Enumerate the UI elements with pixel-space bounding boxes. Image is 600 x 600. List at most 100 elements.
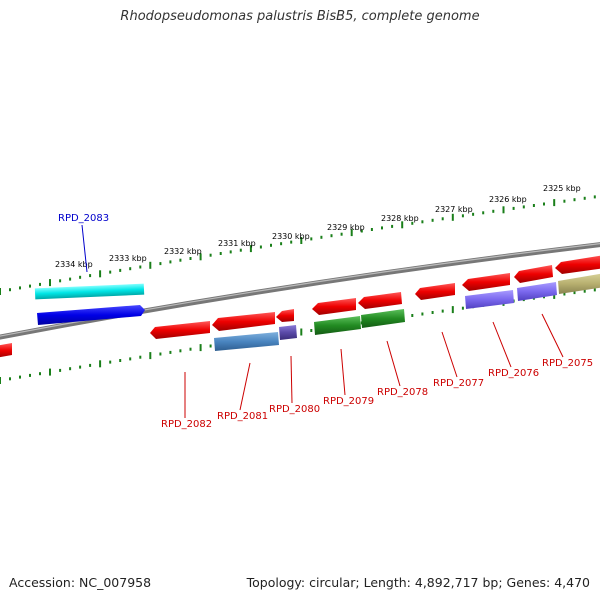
ruler-minor-tick	[119, 268, 122, 272]
gene-block-steelblue[interactable]	[214, 332, 279, 351]
ruler-minor-tick	[169, 260, 172, 264]
ruler-minor-tick	[39, 372, 41, 376]
gene-rpd-2077-arrow[interactable]	[415, 283, 455, 300]
leader-rpd-2076	[492, 321, 512, 368]
gene-rpd-2075-arrow-b[interactable]	[555, 255, 600, 274]
gene-block-green-b[interactable]	[361, 309, 405, 328]
ruler-minor-tick	[59, 279, 62, 283]
gene-label-rpd-2083[interactable]: RPD_2083	[58, 213, 109, 224]
ruler-label-2331: 2331 kbp	[218, 239, 256, 248]
ruler-minor-tick	[29, 373, 31, 377]
gene-label-rpd-2080[interactable]: RPD_2080	[269, 404, 320, 415]
ruler-major-tick	[451, 306, 454, 314]
ruler-minor-tick	[421, 220, 424, 224]
ruler-minor-tick	[563, 292, 566, 296]
gene-block-lavender-b[interactable]	[517, 282, 557, 301]
gene-label-rpd-2076[interactable]: RPD_2076	[488, 368, 539, 379]
ruler-minor-tick	[421, 312, 424, 316]
leader-rpd-2075	[541, 313, 564, 358]
ruler-minor-tick	[209, 253, 212, 257]
leader-rpd-2079	[340, 348, 346, 396]
ruler-minor-tick	[441, 217, 444, 221]
gene-rpd-2081-arrow[interactable]	[212, 312, 275, 331]
ruler-minor-tick	[280, 242, 283, 246]
ruler-minor-tick	[119, 359, 122, 362]
gene-left-edge-arrow[interactable]	[0, 343, 12, 358]
gene-label-rpd-2079[interactable]: RPD_2079	[323, 396, 374, 407]
ruler-minor-tick	[79, 365, 82, 369]
ruler-minor-tick	[441, 309, 444, 313]
ruler-minor-tick	[411, 314, 414, 317]
gene-block-green-a[interactable]	[314, 316, 361, 335]
ruler-major-tick	[553, 199, 556, 207]
ruler-minor-tick	[431, 218, 434, 222]
ruler-minor-tick	[391, 224, 394, 228]
ruler-minor-tick	[179, 349, 182, 353]
ruler-minor-tick	[411, 221, 414, 225]
ruler-minor-tick	[79, 275, 82, 279]
ruler-major-tick	[49, 279, 51, 287]
gene-rpd-2082-arrow[interactable]	[150, 321, 210, 339]
ruler-minor-tick	[381, 226, 383, 230]
ruler-major-tick	[502, 206, 505, 214]
ruler-minor-tick	[370, 228, 373, 231]
ruler-major-tick	[49, 368, 51, 376]
ruler-minor-tick	[89, 363, 92, 367]
ruler-minor-tick	[139, 265, 142, 269]
gene-rpd-2076-arrow[interactable]	[462, 273, 510, 291]
gene-rpd-2078-arrow[interactable]	[358, 292, 402, 309]
ruler-minor-tick	[310, 329, 313, 332]
ruler-minor-tick	[69, 277, 72, 281]
ruler-label-2326: 2326 kbp	[489, 195, 527, 204]
gene-rpd-2080-arrow[interactable]	[276, 309, 294, 322]
ruler-minor-tick	[189, 257, 192, 260]
ruler-minor-tick	[593, 288, 596, 292]
ruler-minor-tick	[109, 270, 112, 274]
ruler-major-tick	[0, 288, 1, 295]
outer-ruler	[0, 195, 596, 295]
gene-label-rpd-2082[interactable]: RPD_2082	[161, 419, 212, 430]
ruler-minor-tick	[209, 344, 212, 348]
ruler-minor-tick	[492, 209, 495, 213]
gene-label-rpd-2077[interactable]: RPD_2077	[433, 378, 484, 389]
gene-block-lavender-a[interactable]	[465, 290, 514, 309]
gene-rpd-2083-arrow[interactable]	[37, 305, 145, 325]
ruler-minor-tick	[543, 202, 545, 206]
ruler-major-tick	[401, 221, 404, 229]
ruler-minor-tick	[512, 206, 515, 210]
gene-label-rpd-2081[interactable]: RPD_2081	[217, 411, 268, 422]
ruler-label-2333: 2333 kbp	[109, 254, 147, 263]
ruler-major-tick	[199, 253, 202, 261]
leader-rpd-2080	[290, 355, 293, 404]
ruler-minor-tick	[19, 375, 21, 379]
ruler-minor-tick	[593, 195, 596, 199]
ruler-label-2327: 2327 kbp	[435, 205, 473, 214]
ruler-minor-tick	[39, 282, 41, 286]
ruler-minor-tick	[532, 204, 535, 207]
ruler-minor-tick	[179, 258, 182, 262]
gene-rpd-2083-cyan[interactable]	[34, 283, 145, 300]
gene-rpd-2075-arrow-a[interactable]	[514, 265, 553, 283]
ruler-minor-tick	[472, 212, 475, 216]
ruler-minor-tick	[330, 234, 333, 238]
gene-label-rpd-2075[interactable]: RPD_2075	[542, 358, 593, 369]
ruler-major-tick	[0, 377, 1, 384]
ruler-major-tick	[149, 261, 152, 269]
gene-rpd-2079-arrow[interactable]	[312, 298, 356, 315]
ruler-minor-tick	[129, 267, 132, 271]
ruler-minor-tick	[431, 311, 434, 314]
ruler-major-tick	[350, 229, 353, 237]
ruler-major-tick	[99, 270, 102, 278]
gene-block-khaki[interactable]	[558, 273, 600, 294]
ruler-minor-tick	[239, 248, 242, 252]
ruler-major-tick	[300, 237, 303, 244]
ruler-minor-tick	[89, 274, 92, 278]
ruler-minor-tick	[522, 205, 525, 209]
ruler-minor-tick	[270, 243, 272, 247]
ruler-minor-tick	[69, 367, 72, 371]
gene-block-purple-small[interactable]	[279, 325, 297, 340]
ruler-minor-tick	[9, 377, 11, 381]
gene-label-rpd-2078[interactable]: RPD_2078	[377, 387, 428, 398]
ruler-minor-tick	[219, 252, 222, 255]
